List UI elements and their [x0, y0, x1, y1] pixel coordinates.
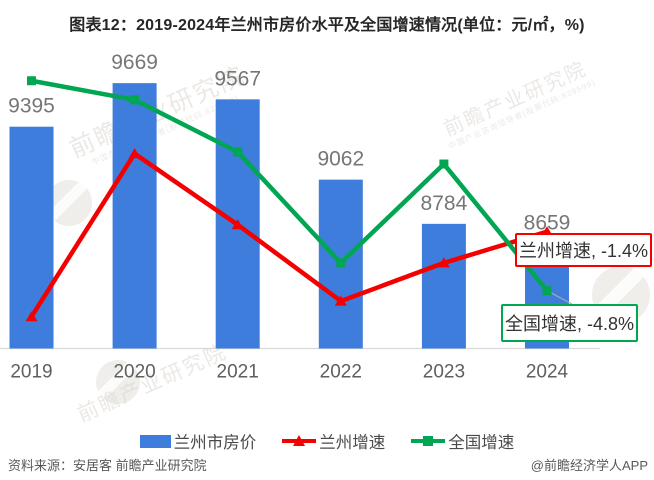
legend-label: 兰州增速 [319, 434, 386, 452]
annotation-national-growth: 全国增速, -4.8% [501, 304, 638, 342]
legend-item-lanzhou-price: 兰州市房价 [139, 429, 257, 453]
x-tick-label: 2024 [526, 362, 569, 383]
x-tick-label: 2019 [10, 362, 52, 383]
chart-legend: 兰州市房价 兰州增速 全国增速 [0, 429, 654, 453]
legend-item-national-growth: 全国增速 [411, 429, 514, 453]
legend-square-line-icon [411, 434, 446, 448]
square-marker-icon [542, 286, 552, 296]
bar-value-label: 9567 [214, 67, 261, 90]
lanzhou-growth-line [29, 151, 550, 319]
chart-footer: 资料来源：安居客 前瞻产业研究院 @前瞻经济学人APP [8, 455, 648, 474]
legend-triangle-line-icon [282, 434, 317, 448]
x-tick-label: 2021 [217, 362, 259, 383]
legend-label: 兰州市房价 [173, 434, 257, 452]
bar-value-label: 9669 [111, 51, 158, 74]
square-marker-icon [27, 76, 36, 86]
chart-title: 图表12：2019-2024年兰州市房价水平及全国增速情况(单位：元/㎡，%) [69, 17, 585, 34]
x-tick-label: 2023 [423, 362, 465, 383]
triangle-marker-icon [128, 148, 141, 159]
bar-value-label: 8659 [524, 212, 571, 235]
triangle-marker-icon [334, 295, 347, 306]
national-growth-line [29, 78, 550, 293]
triangle-marker-icon [25, 311, 38, 322]
triangle-marker-icon [231, 219, 244, 230]
x-tick-label: 2020 [113, 362, 155, 383]
legend-item-lanzhou-growth: 兰州增速 [282, 429, 385, 453]
legend-label: 全国增速 [448, 434, 515, 452]
bar-value-label: 9062 [317, 148, 364, 171]
bar-2023 [421, 223, 466, 349]
bar-value-label: 8784 [421, 192, 468, 215]
annotation-lanzhou-growth: 兰州增速, -1.4% [515, 233, 652, 267]
square-marker-icon [439, 159, 449, 169]
bar-2020 [112, 83, 157, 349]
qianzhan-logo-watermark [96, 360, 140, 404]
x-tick-label: 2022 [320, 362, 362, 383]
source-note: 资料来源：安居客 前瞻产业研究院 [8, 458, 207, 473]
qianzhan-logo-watermark [46, 180, 92, 226]
square-marker-icon [336, 258, 346, 268]
legend-square-marker-icon [423, 436, 434, 446]
legend-bar-swatch-icon [139, 434, 171, 448]
triangle-marker-icon [437, 257, 450, 268]
bar-value-label: 9395 [8, 95, 55, 118]
app-credit: @前瞻经济学人APP [530, 458, 648, 473]
legend-triangle-marker-icon [293, 435, 306, 446]
square-marker-icon [130, 95, 140, 105]
square-marker-icon [233, 147, 243, 157]
